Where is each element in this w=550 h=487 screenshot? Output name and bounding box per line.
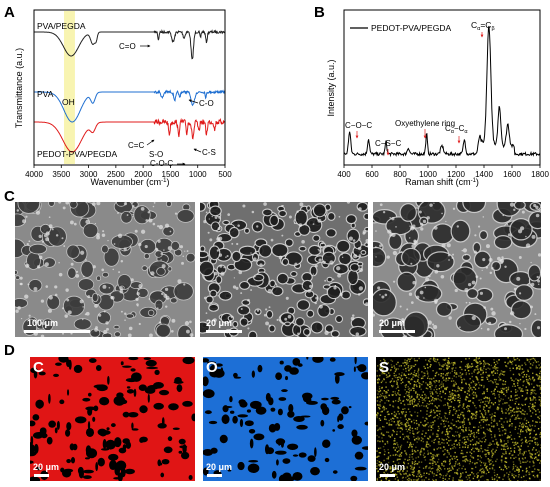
ftir-series-line-1: [34, 29, 226, 60]
ftir-annot-c-s: C-S: [202, 148, 216, 157]
sem-scale-label-3: 20 μm: [379, 318, 406, 328]
sem-scale-bar-2: [206, 330, 242, 333]
ftir-x-tick-label: 3000: [80, 170, 98, 179]
ftir-annot-c-c-arrow: [146, 139, 155, 146]
ftir-annot-c-s-arrow: [193, 148, 202, 153]
ftir-annot-co-double: C=O: [119, 42, 136, 51]
panel-letter-d: D: [4, 342, 15, 359]
sem-scale-bar-3: [379, 330, 415, 333]
ftir-annot-c-o-arrow: [188, 99, 199, 104]
sem-scale-bar-1: [24, 330, 90, 333]
ftir-series-label-pedot: PEDOT-PVA/PEGDA: [37, 149, 117, 159]
sem-scale-label-1: 100 μm: [27, 318, 59, 328]
sem-scale-label-2: 20 μm: [206, 318, 233, 328]
eds-element-label-sulfur: S: [379, 359, 390, 376]
ftir-plot-frame: [33, 9, 226, 166]
panel-letter-a: A: [4, 4, 15, 21]
ftir-x-tick-label: 2500: [107, 170, 125, 179]
ftir-annot-c-o: C-O: [199, 99, 214, 108]
ftir-highlight-band: [64, 11, 75, 164]
eds-scale-label-sulfur: 20 μm: [379, 462, 406, 472]
ftir-series-line-2: [34, 89, 225, 123]
sem-image-2: 20 μm: [200, 202, 368, 337]
eds-map-carbon: C 20 μm: [30, 357, 195, 481]
ftir-ylabel: Transmittance (a.u.): [14, 48, 24, 128]
ftir-annot-c-o-c: C-O-C: [150, 159, 173, 168]
eds-scale-bar-oxygen: [207, 474, 222, 477]
ftir-series-line-3: [34, 117, 226, 153]
ftir-series-label-pva: PVA: [37, 89, 54, 99]
ftir-x-tick-label: 500: [218, 170, 232, 179]
panel-letter-b: B: [314, 4, 325, 21]
eds-element-label-carbon: C: [33, 359, 44, 376]
ftir-annot-c-c: C=C: [128, 141, 144, 150]
eds-scale-label-oxygen: 20 μm: [206, 462, 233, 472]
ftir-x-tick-label: 1000: [189, 170, 207, 179]
ftir-x-tick-label: 3500: [52, 170, 70, 179]
ftir-annot-oh: OH: [62, 97, 75, 107]
eds-scale-label-carbon: 20 μm: [33, 462, 60, 472]
eds-map-oxygen: O 20 μm: [203, 357, 368, 481]
ftir-xlabel: Wavenumber (cm-1): [90, 177, 169, 187]
ftir-annot-s-o: S-O: [149, 150, 163, 159]
ftir-x-tick-label: 1500: [162, 170, 180, 179]
ftir-x-tick-label: 2000: [134, 170, 152, 179]
panel-letter-c: C: [4, 188, 15, 205]
eds-map-sulfur: S 20 μm: [376, 357, 541, 481]
eds-scale-bar-carbon: [34, 474, 49, 477]
eds-element-label-oxygen: O: [206, 359, 218, 376]
eds-scale-bar-sulfur: [380, 474, 395, 477]
sem-image-1: 100 μm: [15, 202, 195, 337]
ftir-x-tick-label: 4000: [25, 170, 43, 179]
ftir-series-label-pva-pegda: PVA/PEGDA: [37, 21, 86, 31]
sem-image-3: 20 μm: [373, 202, 541, 337]
